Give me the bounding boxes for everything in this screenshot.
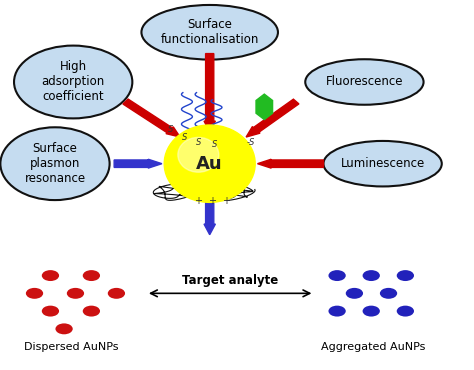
- Text: Fluorescence: Fluorescence: [326, 75, 403, 88]
- Text: +: +: [222, 196, 229, 206]
- Ellipse shape: [67, 288, 84, 299]
- FancyArrow shape: [114, 159, 162, 168]
- Ellipse shape: [83, 270, 100, 281]
- FancyArrow shape: [204, 54, 215, 132]
- Ellipse shape: [83, 306, 100, 317]
- Ellipse shape: [328, 270, 346, 281]
- Text: Surface
functionalisation: Surface functionalisation: [161, 18, 259, 46]
- Text: +: +: [208, 196, 216, 206]
- Text: +: +: [194, 196, 202, 206]
- Text: Aggregated AuNPs: Aggregated AuNPs: [321, 342, 426, 352]
- Ellipse shape: [141, 5, 278, 60]
- Ellipse shape: [328, 306, 346, 317]
- Ellipse shape: [178, 137, 219, 172]
- Ellipse shape: [0, 127, 109, 200]
- Text: S: S: [168, 125, 173, 134]
- Ellipse shape: [380, 288, 397, 299]
- Text: Surface
plasmon
resonance: Surface plasmon resonance: [25, 142, 85, 185]
- Ellipse shape: [164, 125, 255, 202]
- Ellipse shape: [397, 306, 414, 317]
- Text: -S: -S: [246, 138, 255, 147]
- Ellipse shape: [108, 288, 125, 299]
- Ellipse shape: [305, 59, 424, 105]
- Ellipse shape: [42, 306, 59, 317]
- Text: Dispersed AuNPs: Dispersed AuNPs: [24, 342, 118, 352]
- Ellipse shape: [42, 270, 59, 281]
- Polygon shape: [256, 94, 273, 120]
- Ellipse shape: [397, 270, 414, 281]
- Text: S: S: [182, 132, 187, 142]
- FancyArrow shape: [257, 159, 323, 168]
- Ellipse shape: [363, 306, 380, 317]
- Ellipse shape: [55, 323, 73, 334]
- FancyArrow shape: [123, 99, 180, 137]
- Text: Target analyte: Target analyte: [182, 274, 278, 287]
- Ellipse shape: [363, 270, 380, 281]
- Ellipse shape: [346, 288, 363, 299]
- Text: S: S: [196, 138, 201, 147]
- Ellipse shape: [323, 141, 442, 186]
- FancyArrow shape: [246, 99, 299, 137]
- Text: S: S: [211, 139, 217, 149]
- Text: High
adsorption
coefficient: High adsorption coefficient: [42, 60, 105, 104]
- Ellipse shape: [26, 288, 43, 299]
- Text: Au: Au: [196, 155, 223, 173]
- Ellipse shape: [14, 46, 132, 118]
- FancyArrow shape: [204, 201, 215, 235]
- Text: Luminescence: Luminescence: [340, 157, 425, 170]
